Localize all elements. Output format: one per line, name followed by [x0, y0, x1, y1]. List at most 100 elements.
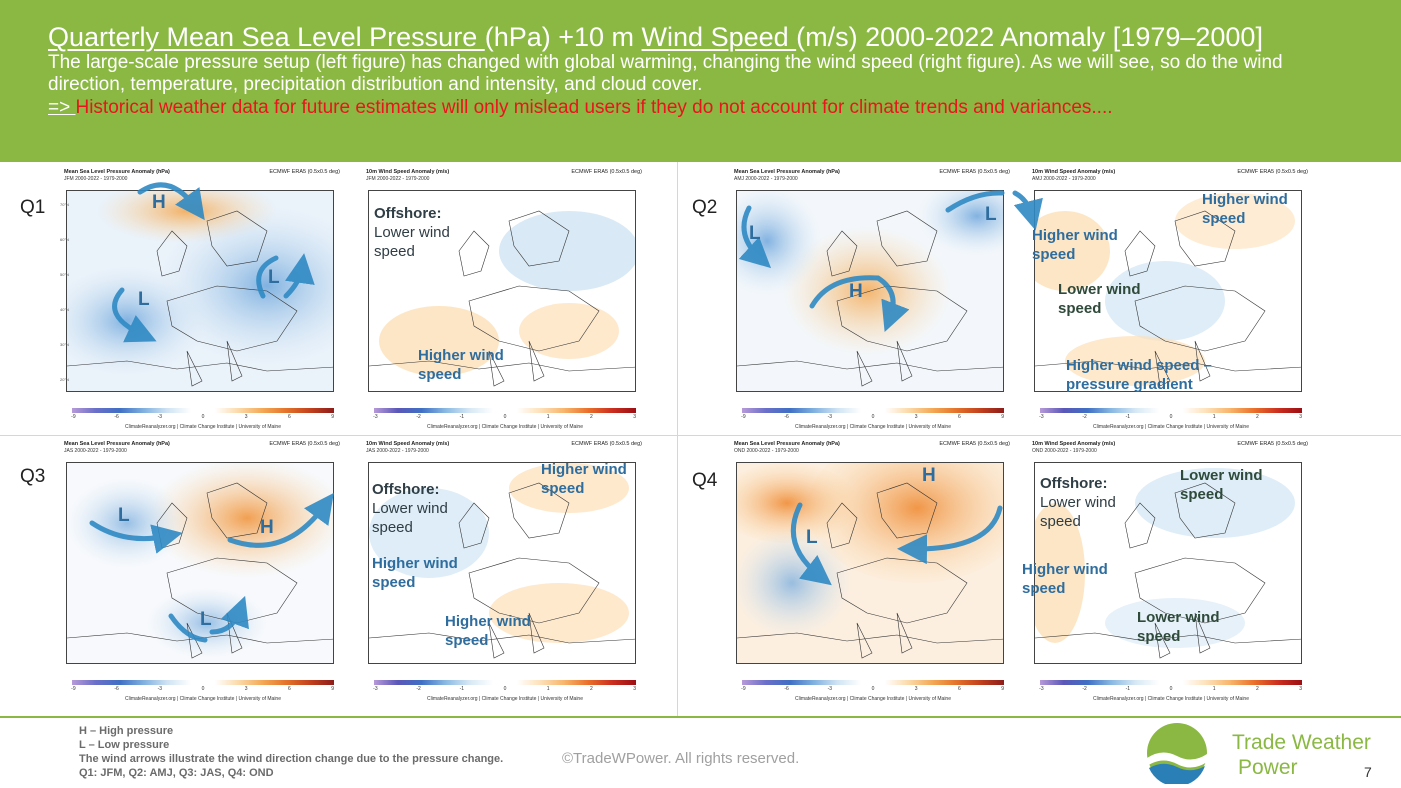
annotation-line: speed	[1022, 580, 1066, 597]
wind-arrow-q2-l1	[738, 205, 772, 269]
colorbar-tick: -3	[827, 414, 833, 420]
wind-annotation: Higher wind speed	[1202, 190, 1288, 228]
annotation-line: Higher wind	[541, 461, 627, 478]
conclusion-message: Historical weather data for future estim…	[75, 97, 1113, 118]
annotation-line: Lower wind	[372, 500, 448, 517]
colorbar-tick: 1	[1212, 414, 1216, 420]
q4-wind-map: 10m Wind Speed Anomaly (m/s) OND 2000-20…	[1030, 440, 1312, 702]
map-area	[1034, 462, 1302, 664]
map-credit: ClimateReanalyzer.org | Climate Change I…	[427, 696, 583, 702]
colorbar-tick: 0	[1169, 686, 1173, 692]
colorbar-tick: 6	[958, 414, 961, 420]
map-source: ECMWF ERA5 (0.5x0.5 deg)	[571, 441, 642, 447]
map-area	[736, 190, 1004, 392]
quarter-label-q1: Q1	[20, 197, 46, 218]
annotation-line: Higher wind speed –	[1066, 357, 1212, 374]
map-period: JAS 2000-2022 - 1979-2000	[64, 448, 127, 454]
quadrant-divider-vertical	[677, 162, 678, 717]
colorbar-tick: -2	[1082, 414, 1087, 420]
pressure-marker-low: L	[200, 609, 212, 630]
colorbar-tick: 3	[1299, 414, 1302, 420]
page-title: Quarterly Mean Sea Level Pressure (hPa) …	[48, 22, 1401, 52]
colorbar-tick: 6	[288, 686, 291, 692]
wind-arrow-q3-h	[227, 492, 334, 548]
annotation-line: speed	[541, 480, 585, 497]
colorbar-tick: 3	[244, 686, 248, 692]
conclusion-line: => Historical weather data for future es…	[48, 96, 1401, 120]
colorbar-tick: 3	[633, 686, 636, 692]
colorbar-tick: 3	[633, 414, 636, 420]
pressure-colorbar	[72, 408, 334, 413]
colorbar-tick: -9	[741, 686, 746, 692]
pressure-marker-high: H	[849, 281, 863, 302]
colorbar-ticks: -9 -6 -3 0 3 6 9	[68, 414, 338, 422]
wind-arrow-q3-l2	[168, 610, 240, 643]
colorbar-tick: -3	[1039, 686, 1044, 692]
footer-legend: H – High pressure L – Low pressure The w…	[79, 724, 503, 780]
europe-map-graphic	[1035, 191, 1301, 391]
annotation-line: Higher wind	[418, 347, 504, 364]
pressure-marker-low: L	[985, 204, 997, 225]
map-title: Mean Sea Level Pressure Anomaly (hPa)	[734, 169, 840, 175]
wind-annotation: Higher wind speed	[1032, 226, 1118, 264]
colorbar-tick: 2	[1256, 686, 1259, 692]
pressure-marker-low: L	[138, 289, 150, 310]
annotation-line: Higher wind	[372, 555, 458, 572]
lat-label: 30°N	[60, 342, 69, 347]
title-pressure: Quarterly Mean Sea Level Pressure	[48, 22, 485, 52]
wind-arrow-q1-h	[137, 182, 205, 221]
brand-line-2: Power	[1238, 756, 1298, 779]
colorbar-tick: 3	[244, 414, 248, 420]
wind-colorbar	[1040, 680, 1302, 685]
map-credit: ClimateReanalyzer.org | Climate Change I…	[427, 424, 583, 430]
colorbar-tick: 9	[1001, 686, 1004, 692]
map-period: JFM 2000-2022 - 1979-2000	[366, 176, 430, 182]
map-title: 10m Wind Speed Anomaly (m/s)	[366, 441, 450, 447]
colorbar-tick: -6	[784, 414, 789, 420]
map-period: JAS 2000-2022 - 1979-2000	[366, 448, 429, 454]
legend-quarters: Q1: JFM, Q2: AMJ, Q3: JAS, Q4: OND	[79, 767, 274, 779]
wind-colorbar	[374, 680, 636, 685]
annotation-line: Lower wind	[1040, 494, 1116, 511]
colorbar-tick: 6	[288, 414, 291, 420]
map-period: AMJ 2000-2022 - 1979-2000	[734, 176, 798, 182]
page-subtitle: The large-scale pressure setup (left fig…	[48, 52, 1283, 95]
map-area	[1034, 190, 1302, 392]
wind-arrow-q4-h	[897, 505, 1003, 565]
annotation-line: speed	[1058, 300, 1102, 317]
colorbar-tick: 0	[201, 414, 205, 420]
colorbar-tick: -6	[114, 686, 119, 692]
annotation-line: Higher wind	[445, 613, 531, 630]
wind-annotation: Lower wind speed	[1058, 280, 1141, 318]
annotation-line: speed	[1137, 628, 1181, 645]
map-source: ECMWF ERA5 (0.5x0.5 deg)	[269, 169, 340, 175]
annotation-line: speed	[1180, 486, 1224, 503]
annotation-line: Lower wind	[1058, 281, 1141, 298]
pressure-marker-low: L	[118, 505, 130, 526]
annotation-line: speed	[1040, 513, 1081, 530]
europe-map-graphic	[67, 191, 333, 391]
colorbar-tick: 9	[331, 414, 334, 420]
annotation-line: speed	[445, 632, 489, 649]
annotation-line: Lower wind	[1180, 467, 1263, 484]
annotation-heading: Offshore:	[1040, 475, 1108, 492]
pressure-marker-high: H	[922, 465, 936, 486]
colorbar-tick: -1	[1125, 686, 1131, 692]
colorbar-tick: -1	[459, 686, 465, 692]
colorbar-tick: 0	[1169, 414, 1173, 420]
pressure-colorbar	[742, 408, 1004, 413]
brand-line-1: Trade Weather	[1232, 731, 1371, 754]
colorbar-tick: 0	[503, 686, 507, 692]
map-source: ECMWF ERA5 (0.5x0.5 deg)	[571, 169, 642, 175]
title-wind-unit: (m/s) 2000-2022 Anomaly [1979–2000]	[796, 22, 1263, 52]
q4-pressure-map: Mean Sea Level Pressure Anomaly (hPa) ON…	[732, 440, 1014, 702]
legend-high: H – High pressure	[79, 725, 174, 737]
europe-map-graphic	[1035, 463, 1301, 663]
colorbar-tick: 9	[1001, 414, 1004, 420]
annotation-heading: Offshore:	[372, 481, 440, 498]
colorbar-tick: -6	[114, 414, 119, 420]
legend-arrows: The wind arrows illustrate the wind dire…	[79, 753, 504, 765]
annotation-line: speed	[1202, 210, 1246, 227]
lat-label: 70°N	[60, 202, 69, 207]
pressure-marker-low: L	[749, 223, 761, 244]
